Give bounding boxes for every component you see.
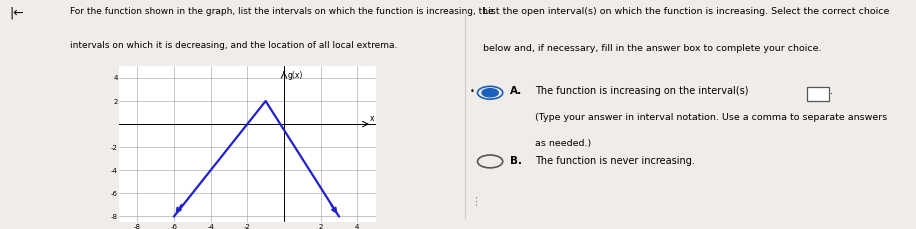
Text: List the open interval(s) on which the function is increasing. Select the correc: List the open interval(s) on which the f…	[484, 7, 889, 16]
Text: A.: A.	[510, 86, 523, 96]
FancyBboxPatch shape	[807, 87, 829, 101]
Text: x: x	[370, 114, 375, 123]
Text: intervals on which it is decreasing, and the location of all local extrema.: intervals on which it is decreasing, and…	[70, 41, 398, 50]
Text: g(x): g(x)	[288, 71, 303, 80]
Text: The function is never increasing.: The function is never increasing.	[535, 156, 695, 166]
Text: .: .	[831, 86, 834, 96]
Text: For the function shown in the graph, list the intervals on which the function is: For the function shown in the graph, lis…	[70, 7, 494, 16]
Text: B.: B.	[510, 156, 522, 166]
Text: below and, if necessary, fill in the answer box to complete your choice.: below and, if necessary, fill in the ans…	[484, 44, 822, 52]
Text: as needed.): as needed.)	[535, 139, 592, 147]
Text: (Type your answer in interval notation. Use a comma to separate answers: (Type your answer in interval notation. …	[535, 113, 888, 122]
Text: |←: |←	[9, 7, 24, 20]
Text: •: •	[470, 87, 474, 96]
Circle shape	[482, 89, 498, 97]
Text: The function is increasing on the interval(s): The function is increasing on the interv…	[535, 86, 748, 96]
Text: ⋮: ⋮	[470, 196, 481, 207]
